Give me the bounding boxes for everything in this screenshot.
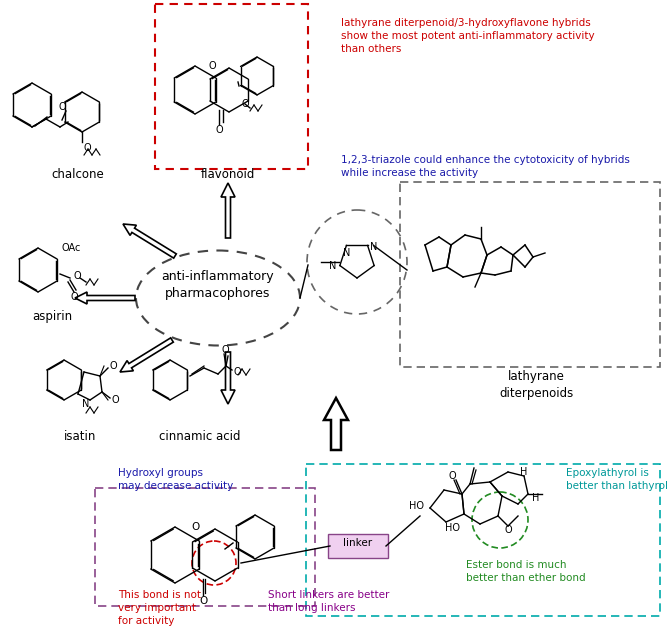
FancyBboxPatch shape [328,534,388,558]
Text: O: O [112,395,120,405]
Text: anti-inflammatory
pharmacophores: anti-inflammatory pharmacophores [162,270,274,300]
Text: O: O [58,102,66,112]
Text: HO: HO [445,523,460,533]
Text: OAc: OAc [62,243,81,253]
Text: 1,2,3-triazole could enhance the cytotoxicity of hybrids
while increase the acti: 1,2,3-triazole could enhance the cytotox… [341,155,630,178]
Text: O: O [110,361,118,371]
Text: N: N [329,261,336,271]
FancyArrow shape [221,183,235,238]
Text: O: O [448,471,456,481]
Text: Short linkers are better
than long linkers: Short linkers are better than long linke… [268,590,389,613]
Text: Ester bond is much
better than ether bond: Ester bond is much better than ether bon… [466,560,585,583]
Text: O: O [73,271,81,281]
Text: lathyrane
diterpenoids: lathyrane diterpenoids [499,370,573,400]
FancyArrow shape [120,338,173,372]
Text: N: N [343,248,350,259]
FancyArrow shape [123,224,176,258]
Text: cinnamic acid: cinnamic acid [159,430,241,443]
Text: O: O [215,125,223,135]
Text: O: O [241,99,249,109]
Text: O: O [191,522,199,532]
FancyArrow shape [221,352,235,404]
Text: isatin: isatin [64,430,96,443]
Text: O: O [199,596,207,606]
Text: O: O [504,525,512,535]
Text: flavonoid: flavonoid [201,168,255,181]
Text: H: H [532,493,540,503]
Text: chalcone: chalcone [52,168,104,181]
Text: N: N [370,243,377,252]
Text: H: H [520,467,528,477]
Text: This bond is not
very important
for activity: This bond is not very important for acti… [118,590,201,626]
Text: Epoxylathyrol is
better than lathyrol: Epoxylathyrol is better than lathyrol [566,468,668,491]
FancyArrow shape [75,292,135,304]
Text: O: O [221,345,228,355]
Text: aspirin: aspirin [32,310,72,323]
FancyArrow shape [324,398,348,450]
Text: O: O [84,143,91,153]
Text: lathyrane diterpenoid/3-hydroxyflavone hybrids
show the most potent anti-inflamm: lathyrane diterpenoid/3-hydroxyflavone h… [341,18,595,54]
Text: N: N [82,399,89,409]
Text: Hydroxyl groups
may decrease activity: Hydroxyl groups may decrease activity [118,468,233,491]
Text: O: O [70,292,78,302]
Text: linker: linker [343,538,372,548]
Text: O: O [208,61,216,71]
Text: HO: HO [409,501,424,511]
Text: O: O [234,367,242,377]
